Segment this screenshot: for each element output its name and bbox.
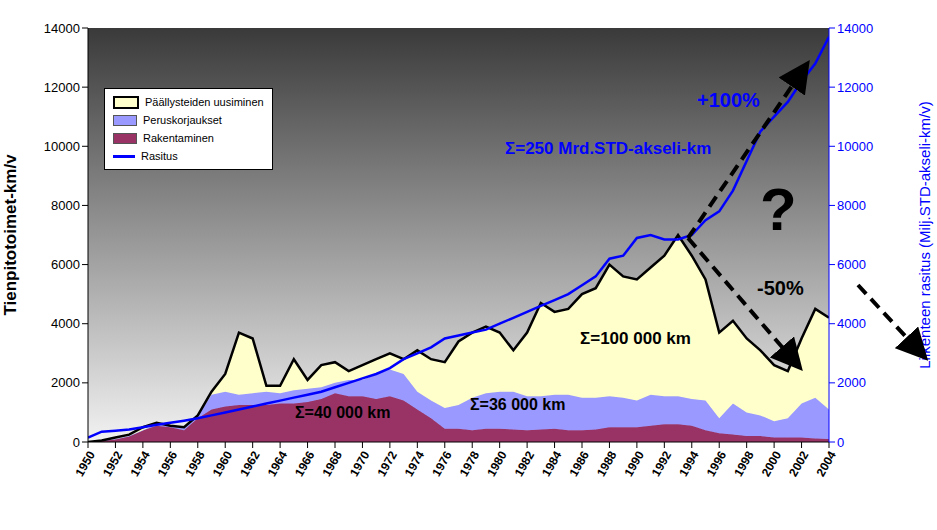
svg-text:1998: 1998 xyxy=(731,448,757,478)
svg-text:1960: 1960 xyxy=(210,448,236,478)
html-text:-50%: -50% xyxy=(757,277,804,299)
svg-text:4000: 4000 xyxy=(51,316,80,331)
svg-text:1950: 1950 xyxy=(73,448,99,478)
svg-text:2004: 2004 xyxy=(814,448,840,478)
svg-text:2002: 2002 xyxy=(786,448,812,478)
html-text:Rakentaminen: Rakentaminen xyxy=(143,132,214,144)
html-text:Rasitus: Rasitus xyxy=(141,150,178,162)
svg-text:1982: 1982 xyxy=(512,448,538,478)
html-text:Σ=36 000 km: Σ=36 000 km xyxy=(470,396,566,413)
html-text:Päällysteiden uusiminen: Päällysteiden uusiminen xyxy=(145,96,264,108)
svg-text:1978: 1978 xyxy=(457,448,483,478)
html-text:Σ=100 000 km: Σ=100 000 km xyxy=(580,329,691,348)
svg-text:1958: 1958 xyxy=(182,448,208,478)
svg-text:1956: 1956 xyxy=(155,448,181,478)
svg-text:14000: 14000 xyxy=(837,21,873,36)
svg-text:1986: 1986 xyxy=(567,448,593,478)
svg-text:10000: 10000 xyxy=(837,139,873,154)
svg-text:1990: 1990 xyxy=(621,448,647,478)
svg-text:1962: 1962 xyxy=(237,448,263,478)
svg-text:1972: 1972 xyxy=(374,448,400,478)
svg-text:1994: 1994 xyxy=(676,448,702,478)
svg-text:4000: 4000 xyxy=(837,316,866,331)
svg-text:1976: 1976 xyxy=(429,448,455,478)
html-text:+100%: +100% xyxy=(697,89,760,111)
svg-text:0: 0 xyxy=(837,435,844,450)
svg-text:1984: 1984 xyxy=(539,448,565,478)
svg-text:2000: 2000 xyxy=(837,375,866,390)
svg-text:1996: 1996 xyxy=(704,448,730,478)
svg-text:2000: 2000 xyxy=(51,375,80,390)
svg-text:6000: 6000 xyxy=(837,257,866,272)
svg-text:12000: 12000 xyxy=(837,80,873,95)
svg-text:0: 0 xyxy=(73,435,80,450)
svg-text:Liikenteen rasitus (Milj.STD-a: Liikenteen rasitus (Milj.STD-akseli-km/v… xyxy=(916,101,933,369)
svg-text:8000: 8000 xyxy=(51,198,80,213)
svg-text:Tienpitotoimet-km/v: Tienpitotoimet-km/v xyxy=(1,154,20,316)
html-text:Peruskorjaukset: Peruskorjaukset xyxy=(143,114,222,126)
svg-text:1980: 1980 xyxy=(484,448,510,478)
svg-text:1992: 1992 xyxy=(649,448,675,478)
svg-text:1954: 1954 xyxy=(127,448,153,478)
html-text:Σ=40 000 km: Σ=40 000 km xyxy=(295,404,391,421)
svg-text:1952: 1952 xyxy=(100,448,126,478)
svg-text:12000: 12000 xyxy=(44,80,80,95)
html-text:Σ=250 Mrd.STD-akseli-km: Σ=250 Mrd.STD-akseli-km xyxy=(505,139,712,158)
svg-text:1970: 1970 xyxy=(347,448,373,478)
svg-text:1966: 1966 xyxy=(292,448,318,478)
svg-text:8000: 8000 xyxy=(837,198,866,213)
svg-text:1974: 1974 xyxy=(402,448,428,478)
svg-text:1968: 1968 xyxy=(320,448,346,478)
svg-text:1964: 1964 xyxy=(265,448,291,478)
svg-text:14000: 14000 xyxy=(44,21,80,36)
svg-text:10000: 10000 xyxy=(44,139,80,154)
svg-text:2000: 2000 xyxy=(759,448,785,478)
svg-text:6000: 6000 xyxy=(51,257,80,272)
svg-text:1988: 1988 xyxy=(594,448,620,478)
